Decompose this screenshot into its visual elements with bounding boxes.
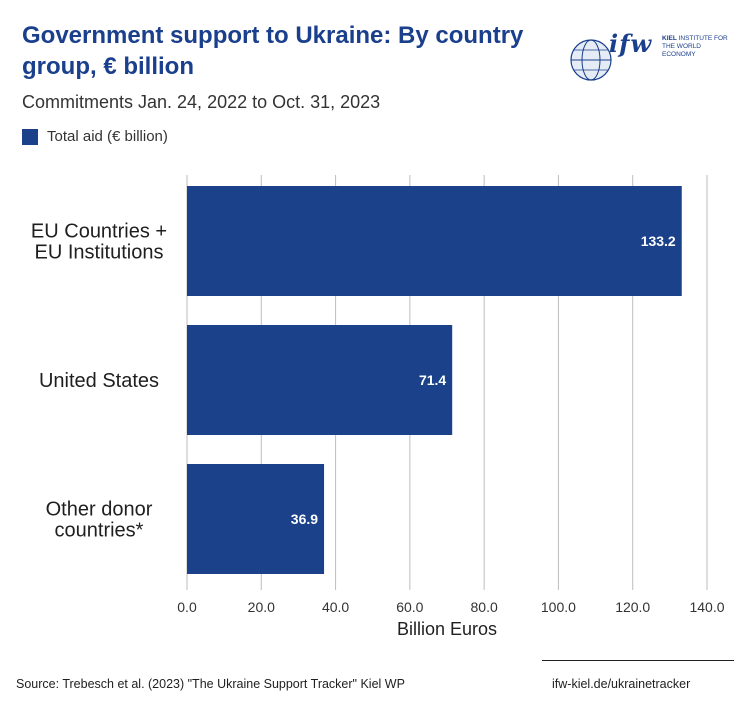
bar-value-label: 133.2	[641, 233, 676, 249]
chart-subtitle: Commitments Jan. 24, 2022 to Oct. 31, 20…	[22, 92, 381, 112]
logo-tagline: KIEL INSTITUTE FOR THE WORLD ECONOMY	[662, 35, 728, 58]
x-tick-label: 0.0	[177, 599, 197, 615]
x-tick-labels: 0.0 20.0 40.0 60.0 80.0 100.0 120.0 140.0	[177, 599, 724, 615]
x-tick-label: 40.0	[322, 599, 349, 615]
bars: 133.2 71.4 36.9	[187, 186, 682, 574]
x-tick-label: 140.0	[689, 599, 724, 615]
bar	[187, 464, 325, 574]
legend-label: Total aid (€ billion)	[47, 128, 168, 145]
bar	[187, 186, 682, 296]
x-tick-label: 80.0	[471, 599, 498, 615]
source-url[interactable]: ifw-kiel.de/ukrainetracker	[552, 677, 691, 691]
bar	[187, 325, 453, 435]
ifw-logo: ifw KIEL INSTITUTE FOR THE WORLD ECONOMY	[565, 25, 735, 85]
x-tick-label: 120.0	[615, 599, 650, 615]
legend-swatch	[22, 128, 38, 145]
footer-rule	[542, 660, 734, 661]
globe-icon	[570, 39, 612, 81]
x-tick-label: 20.0	[248, 599, 275, 615]
logo-wordmark: ifw	[609, 29, 653, 58]
source-note: Source: Trebesch et al. (2023) "The Ukra…	[16, 677, 405, 691]
x-tick-label: 60.0	[396, 599, 423, 615]
category-labels: EU Countries + EU Institutions United Stat…	[31, 221, 167, 542]
bar-value-label: 71.4	[419, 372, 446, 388]
legend: Total aid (€ billion)	[22, 128, 168, 145]
category-label: United States	[39, 370, 159, 392]
bar-value-label: 36.9	[291, 511, 318, 527]
category-label: EU Countries + EU Institutions	[31, 221, 167, 264]
category-label: Other donor countries*	[46, 499, 153, 542]
x-tick-label: 100.0	[541, 599, 576, 615]
chart-title: Government support to Ukraine: By countr…	[22, 22, 524, 80]
x-axis-label: Billion Euros	[397, 619, 497, 639]
